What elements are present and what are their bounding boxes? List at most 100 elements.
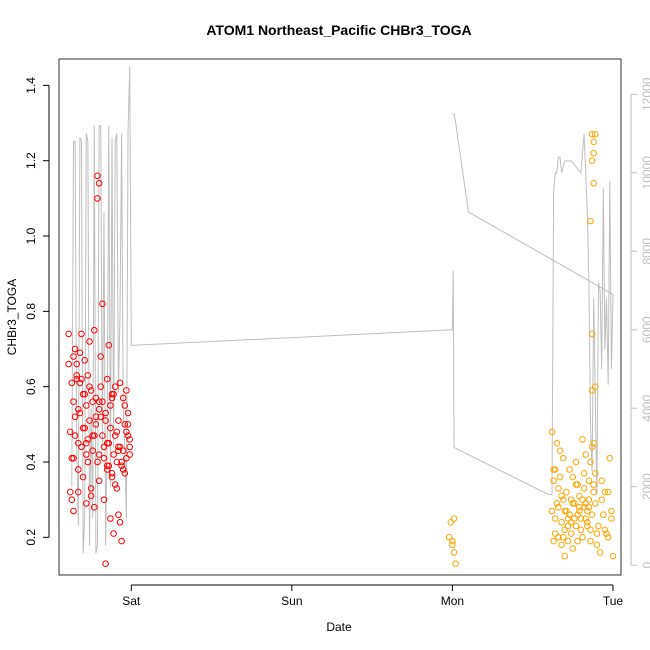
data-point <box>567 496 575 504</box>
data-point <box>548 428 556 436</box>
data-point <box>123 454 130 462</box>
data-point <box>119 447 127 455</box>
y-tick-label-right: 12000 <box>640 77 650 111</box>
chart-title: ATOM1 Northeast_Pacific CHBr3_TOGA <box>206 22 471 38</box>
data-point <box>113 458 121 466</box>
y-axis-left: 0.2 0.4 0.6 0.8 1.0 1.2 1.4 <box>24 77 50 546</box>
data-point <box>587 537 594 545</box>
data-point <box>89 398 96 406</box>
data-point <box>121 470 129 477</box>
y-tick-label-left: 1.2 <box>24 152 38 169</box>
data-point <box>116 519 124 526</box>
data-point <box>66 428 74 436</box>
data-point <box>73 372 80 379</box>
data-point <box>81 357 88 364</box>
data-point <box>95 398 103 406</box>
data-point <box>111 383 119 391</box>
data-point <box>118 458 125 466</box>
data-point <box>103 462 111 470</box>
data-point <box>126 436 133 443</box>
data-point <box>124 421 132 428</box>
data-point <box>103 439 111 447</box>
data-point <box>110 451 117 458</box>
data-point <box>556 473 564 481</box>
data-point <box>609 552 617 560</box>
data-point <box>595 522 602 530</box>
data-point <box>582 515 590 522</box>
data-point <box>592 500 599 507</box>
data-point <box>95 451 103 458</box>
data-point <box>561 552 569 560</box>
data-point <box>83 451 90 458</box>
data-point <box>584 522 591 530</box>
data-point <box>447 519 455 526</box>
data-point <box>102 409 109 417</box>
data-point <box>115 443 122 451</box>
data-point <box>66 488 74 496</box>
data-point <box>558 492 565 500</box>
data-point <box>91 432 98 439</box>
data-point <box>108 473 116 481</box>
data-point <box>555 534 562 541</box>
data-point <box>592 383 599 391</box>
data-point <box>76 349 84 357</box>
data-point <box>564 522 572 530</box>
data-point <box>585 503 593 511</box>
data-point <box>588 511 596 519</box>
data-point <box>89 447 96 455</box>
data-point <box>126 451 133 458</box>
data-point <box>449 541 456 549</box>
data-point <box>103 375 111 383</box>
data-point <box>100 443 108 451</box>
data-point <box>124 409 132 417</box>
data-point <box>590 488 598 496</box>
data-point <box>76 409 84 417</box>
data-point <box>566 511 573 519</box>
data-point <box>450 515 458 522</box>
x-axis: Sat Sun Mon Tue <box>122 584 623 608</box>
data-point <box>91 326 98 334</box>
data-point <box>86 417 93 424</box>
data-point <box>99 432 106 439</box>
data-point <box>556 447 564 455</box>
data-point <box>587 217 594 225</box>
data-point <box>593 530 601 537</box>
data-point <box>105 341 113 349</box>
data-point <box>567 530 575 537</box>
data-point <box>572 458 580 466</box>
data-point <box>564 515 572 522</box>
data-point <box>100 496 108 504</box>
data-point <box>564 537 572 545</box>
data-point <box>75 466 82 473</box>
y-tick-label-left: 1.4 <box>24 77 38 94</box>
data-point <box>75 406 82 413</box>
data-point <box>563 488 570 496</box>
data-point <box>78 375 85 383</box>
data-point <box>86 383 93 391</box>
data-point <box>121 402 129 409</box>
data-point <box>566 466 573 473</box>
data-point <box>592 470 599 477</box>
data-point <box>584 507 591 515</box>
data-point <box>608 507 615 515</box>
data-point <box>87 492 95 500</box>
data-point <box>76 379 84 387</box>
data-point <box>608 515 615 522</box>
y-axis-right: 0 2000 4000 6000 8000 10000 12000 <box>630 77 650 569</box>
data-point <box>107 402 114 409</box>
data-point <box>579 436 586 443</box>
data-point <box>83 500 90 507</box>
data-point <box>115 511 122 519</box>
data-point <box>588 330 596 338</box>
data-point <box>70 353 77 360</box>
data-point <box>71 413 79 421</box>
data-point <box>99 398 106 406</box>
y-tick-label-right: 10000 <box>640 156 650 190</box>
data-point <box>579 534 586 541</box>
data-point <box>68 379 76 387</box>
data-point <box>81 390 88 398</box>
data-point <box>601 526 609 534</box>
data-point <box>121 421 129 428</box>
data-point <box>580 470 588 477</box>
